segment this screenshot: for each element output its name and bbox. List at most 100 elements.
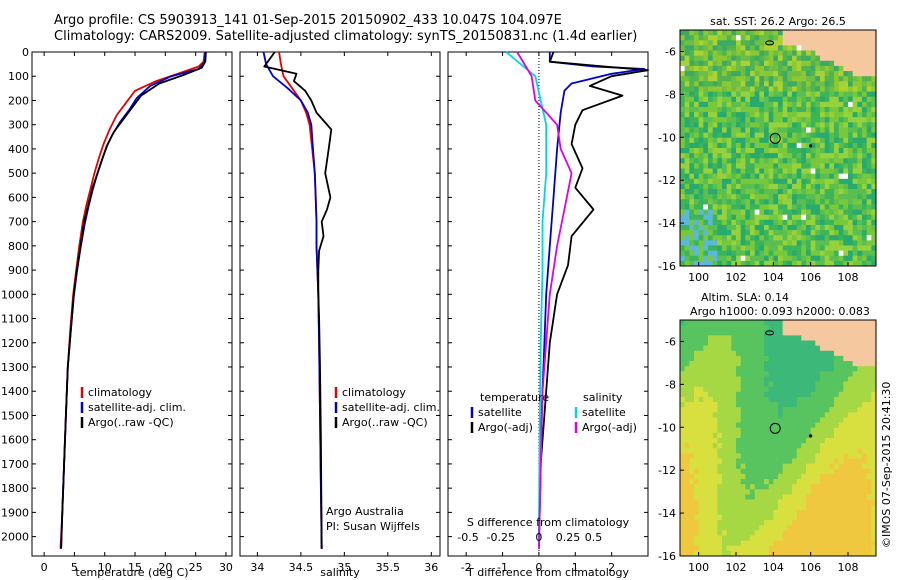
map-cell: [778, 520, 784, 526]
map-cell: [806, 230, 812, 236]
map-cell: [689, 178, 695, 185]
map-cell: [806, 255, 812, 262]
map-cell: [759, 514, 765, 521]
map-cell: [866, 137, 872, 144]
map-cell: [862, 209, 868, 216]
map-cell: [810, 330, 816, 336]
map-cell: [768, 117, 774, 123]
map-cell: [782, 422, 788, 429]
map-cell: [698, 183, 704, 190]
map-cell: [754, 35, 760, 41]
map-cell: [708, 458, 714, 465]
map-cell: [848, 396, 854, 403]
map-cell: [838, 214, 844, 221]
map-cell: [698, 60, 704, 67]
map-cell: [731, 520, 737, 526]
map-cell: [820, 122, 826, 128]
map-cell: [736, 96, 742, 103]
map-cell: [680, 235, 686, 241]
map-cell: [787, 545, 793, 552]
map-cell: [815, 458, 821, 465]
map-cell: [782, 235, 788, 241]
map-cell: [787, 366, 793, 372]
map-cell: [736, 122, 742, 128]
map-cell: [866, 484, 872, 490]
map-cell: [768, 320, 774, 326]
map-cell: [829, 137, 835, 144]
map-cell: [857, 117, 863, 123]
map-cell: [834, 224, 840, 231]
map-cell: [815, 55, 821, 62]
map-cell: [866, 417, 872, 424]
map-cell: [764, 499, 770, 506]
map-cell: [792, 245, 798, 252]
map-cell: [806, 376, 812, 382]
map-cell: [820, 50, 826, 57]
map-cell: [848, 320, 854, 326]
map-cell: [768, 255, 774, 262]
map-cell: [694, 240, 700, 246]
map-cell: [862, 35, 868, 41]
map-cell: [824, 509, 830, 516]
map-cell: [866, 153, 872, 159]
map-cell: [796, 545, 802, 552]
map-cell: [871, 245, 877, 252]
map-cell: [782, 361, 788, 367]
map-cell: [731, 355, 737, 362]
map-cell: [745, 194, 751, 200]
map-cell: [773, 91, 779, 98]
map-cell: [829, 106, 835, 113]
map-cell: [838, 91, 844, 98]
map-cell: [796, 101, 802, 108]
map-cell: [848, 417, 854, 424]
map-cell: [857, 96, 863, 103]
map-cell: [754, 499, 760, 506]
map-cell: [848, 65, 854, 72]
map-cell: [848, 330, 854, 336]
map-xtick-label: 108: [838, 561, 859, 574]
map-cell: [726, 402, 732, 408]
map-cell: [773, 330, 779, 336]
map-cell: [773, 96, 779, 103]
map-cell: [871, 153, 877, 159]
map-cell: [694, 499, 700, 506]
map-cell: [731, 366, 737, 372]
map-cell: [722, 535, 728, 542]
map-cell: [740, 214, 746, 221]
map-cell: [759, 230, 765, 236]
map-cell: [792, 499, 798, 506]
map-cell: [764, 514, 770, 521]
map-cell: [773, 417, 779, 424]
map-cell: [857, 81, 863, 87]
map-cell: [731, 122, 737, 128]
map-cell: [708, 355, 714, 362]
map-cell: [782, 412, 788, 418]
map-cell: [698, 30, 704, 36]
map-cell: [736, 422, 742, 429]
map-cell: [829, 520, 835, 526]
map-cell: [773, 178, 779, 185]
map-cell: [759, 402, 765, 408]
map-cell: [750, 540, 756, 547]
map-cell: [829, 60, 835, 67]
map-cell: [815, 417, 821, 424]
map-cell: [698, 96, 704, 103]
map-cell: [801, 340, 807, 347]
map-cell: [871, 55, 877, 62]
map-cell: [834, 489, 840, 495]
map-cell: [810, 209, 816, 216]
map-cell: [754, 422, 760, 429]
map-cell: [829, 30, 835, 36]
map-cell: [768, 376, 774, 382]
map-cell: [857, 530, 863, 536]
map-cell: [736, 381, 742, 388]
legend-label: Argo(..raw -QC): [342, 416, 428, 429]
map-cell: [792, 194, 798, 200]
map-cell: [834, 412, 840, 418]
map-cell: [834, 209, 840, 216]
map-cell: [857, 361, 863, 367]
map-cell: [722, 235, 728, 241]
difference-series-argoadj: [538, 51, 649, 549]
map-cell: [796, 412, 802, 418]
